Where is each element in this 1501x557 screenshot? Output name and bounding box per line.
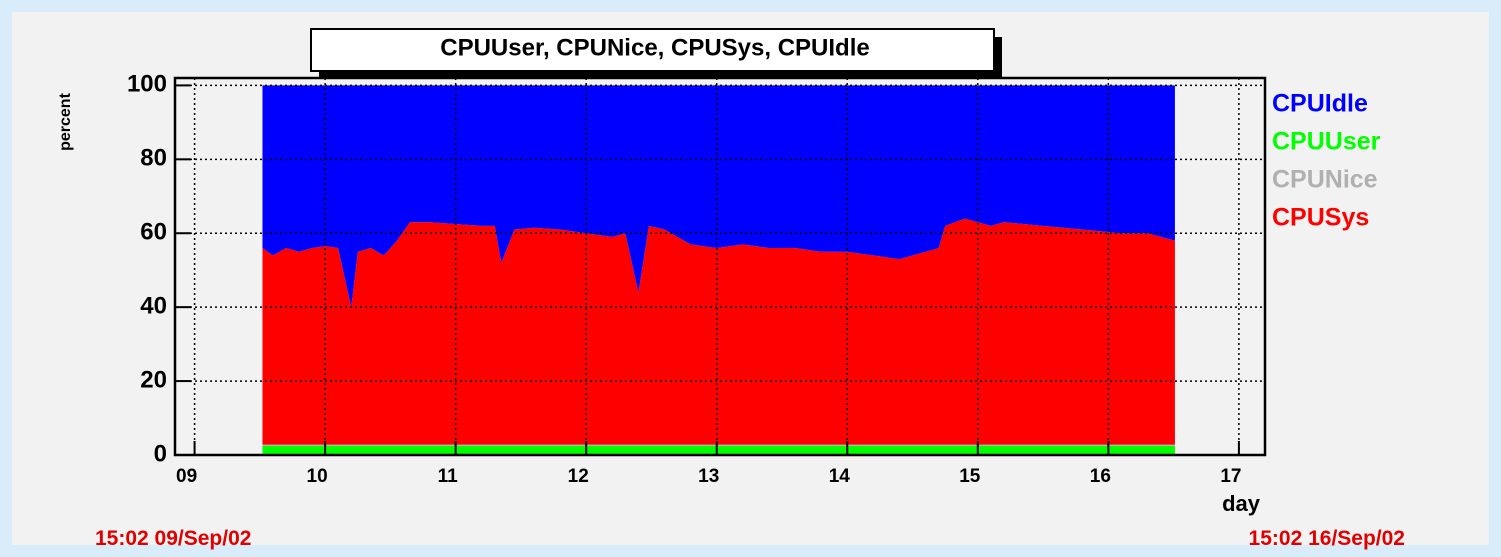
y-tick-label: 80: [140, 145, 167, 172]
y-tick-label: 60: [140, 219, 167, 246]
area: [262, 218, 1175, 445]
y-tick-label: 0: [154, 440, 167, 467]
y-tick-label: 20: [140, 366, 167, 393]
y-tick-label: 100: [127, 71, 167, 98]
y-axis-label: percent: [57, 92, 74, 150]
start-time: 15:02 09/Sep/02: [95, 527, 251, 550]
chart-title: CPUUser, CPUNice, CPUSys, CPUIdle: [440, 34, 869, 61]
x-tick-label: 12: [568, 466, 589, 487]
x-tick-label: 17: [1220, 466, 1241, 487]
title-box: [310, 28, 995, 72]
x-tick-label: 14: [829, 466, 851, 487]
legend-entry: CPUUser: [1272, 128, 1381, 156]
x-axis-label: day: [1222, 491, 1261, 516]
x-tick-label: 15: [959, 466, 981, 487]
legend-entry: CPUIdle: [1272, 90, 1368, 118]
area: [262, 85, 1175, 308]
x-tick-label: 10: [307, 466, 328, 487]
x-tick-label: 16: [1090, 466, 1111, 487]
x-tick-label: 13: [698, 466, 719, 487]
x-tick-label: 11: [438, 466, 459, 487]
area: [262, 444, 1175, 446]
legend-entry: CPUNice: [1272, 166, 1378, 194]
area: [262, 445, 1175, 455]
end-time: 15:02 16/Sep/02: [1249, 527, 1405, 550]
plot-frame: [173, 76, 1267, 457]
x-tick-label: 09: [176, 466, 197, 487]
y-tick-label: 40: [140, 293, 167, 320]
legend-entry: CPUSys: [1272, 204, 1369, 232]
